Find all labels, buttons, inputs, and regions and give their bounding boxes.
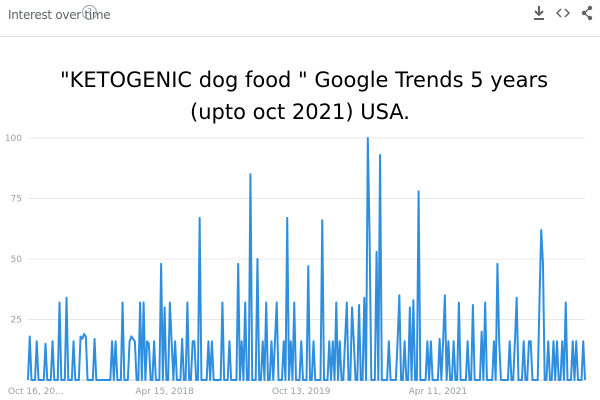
x-axis-ticks: Oct 16, 20... Apr 15, 2018 Oct 13, 2019 Apr… [8, 387, 467, 397]
x-tick-label: Oct 16, 20... [8, 387, 64, 397]
x-tick-label: Oct 13, 2019 [272, 387, 331, 397]
help-icon[interactable]: ? [82, 5, 97, 20]
chart-annotation: "KETOGENIC dog food " Google Trends 5 ye… [0, 64, 600, 128]
y-tick-label: 25 [11, 316, 22, 326]
x-tick-label: Apr 15, 2018 [135, 387, 194, 397]
y-tick-label: 50 [11, 255, 23, 265]
download-icon[interactable] [532, 4, 546, 22]
chart-toolbar [532, 4, 594, 22]
embed-icon[interactable] [556, 4, 570, 22]
y-axis-ticks: 25 50 75 100 [5, 134, 22, 326]
y-tick-label: 100 [5, 134, 22, 144]
annotation-line-2: (upto oct 2021) USA. [190, 100, 410, 124]
annotation-line-1: "KETOGENIC dog food " Google Trends 5 ye… [59, 68, 549, 92]
share-icon[interactable] [580, 4, 594, 22]
y-tick-label: 75 [11, 195, 22, 205]
series-layer [27, 137, 586, 381]
series-line [27, 137, 586, 381]
header-divider [0, 36, 600, 37]
x-tick-label: Apr 11, 2021 [409, 387, 468, 397]
